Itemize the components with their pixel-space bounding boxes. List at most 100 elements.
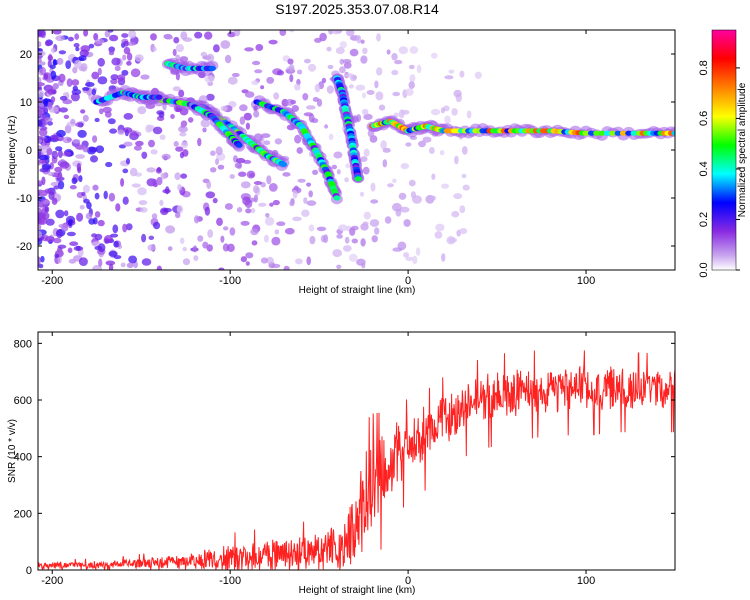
spectrogram-noise-blob [316, 98, 323, 107]
spectrogram-noise-blob [120, 262, 126, 268]
spectrogram-noise-blob [72, 66, 78, 74]
spectrogram-noise-blob [80, 45, 91, 53]
spectrogram-noise-blob [204, 31, 213, 40]
spectrogram-noise-blob [175, 54, 181, 60]
spectrogram-noise-blob [188, 117, 194, 123]
spectrogram-noise-blob [69, 241, 79, 246]
spectrogram-noise-blob [81, 191, 86, 196]
spectrogram-noise-blob [412, 195, 422, 204]
spectrogram-noise-blob [137, 187, 147, 196]
spectrogram-noise-blob [276, 70, 284, 76]
spectrogram-noise-blob [48, 190, 55, 200]
spectrogram-ridge-core [582, 130, 590, 136]
spectrogram-noise-blob [43, 98, 49, 107]
spectrogram-ridge-core [593, 130, 601, 136]
spectrogram-noise-blob [128, 255, 138, 264]
spectrogram-noise-blob [162, 207, 172, 213]
spectrogram-noise-blob [165, 225, 176, 234]
spectrogram-noise-blob [94, 38, 105, 45]
spectrogram-noise-blob [441, 183, 450, 189]
spectrogram-noise-blob [448, 69, 455, 74]
spectrogram-noise-blob [430, 52, 438, 59]
colorbar-ticks: 0.0 0.2 0.4 0.6 0.8 [698, 60, 740, 278]
spectrogram-noise-blob [435, 223, 445, 232]
spectrogram-noise-blob [41, 176, 46, 186]
spectrogram-noise-blob [71, 177, 78, 185]
spectrogram-noise-blob [392, 178, 397, 183]
spectrogram-noise-blob [290, 99, 297, 105]
spectrogram-noise-blob [260, 85, 265, 90]
spectrogram-noise-blob [314, 83, 321, 93]
spectrogram-noise-blob [251, 80, 259, 86]
spectrogram-noise-blob [412, 255, 418, 265]
spectrogram-noise-blob [64, 151, 71, 156]
spectrogram-noise-blob [399, 206, 410, 213]
spectrogram-noise-blob [55, 209, 65, 219]
spectrogram-noise-blob [40, 255, 45, 263]
spectrogram-noise-blob [82, 114, 89, 122]
spectrogram-noise-blob [382, 159, 388, 168]
spectrogram-noise-blob [97, 219, 105, 227]
spectrogram-noise-blob [91, 88, 97, 96]
spectrogram-noise-blob [240, 220, 250, 226]
spectrogram-noise-blob [274, 229, 280, 235]
spectrogram-noise-blob [123, 46, 131, 55]
spectrogram-noise-blob [73, 246, 84, 251]
spectrogram-noise-blob [49, 64, 56, 70]
spectrogram-noise-blob [38, 263, 44, 269]
spectrogram-noise-blob [50, 181, 61, 187]
spectrogram-noise-blob [260, 257, 268, 264]
spectrogram-noise-blob [179, 237, 185, 244]
spectrogram-noise-blob [39, 128, 48, 137]
spectrogram-noise-blob [253, 181, 263, 185]
spectrogram-noise-blob [85, 212, 93, 220]
spectrogram-noise-blob [451, 108, 458, 116]
y-tick-label: 0 [26, 565, 32, 577]
spectrogram-noise-blob [172, 48, 177, 57]
spectrogram-noise-blob [215, 158, 219, 165]
colorbar-tick-label: 0.8 [698, 60, 710, 75]
spectrogram-noise-blob [108, 46, 115, 53]
spectrogram-noise-blob [140, 207, 148, 213]
spectrogram-noise-blob [312, 169, 319, 175]
snr-series-line [38, 350, 675, 570]
spectrogram-noise-blob [179, 151, 185, 159]
spectrogram-noise-blob [236, 157, 246, 164]
spectrogram-noise-blob [125, 223, 133, 231]
spectrogram-noise-blob [294, 83, 301, 91]
spectrogram-noise-blob [88, 146, 98, 153]
spectrogram-noise-blob [156, 177, 163, 186]
spectrogram-noise-blob [405, 256, 414, 261]
spectrogram-ridge-core [155, 94, 163, 100]
spectrogram-noise-blob [253, 185, 260, 194]
spectrogram-noise-blob [255, 44, 264, 51]
chart-title: S197.2025.353.07.08.R14 [275, 1, 439, 17]
spectrogram-noise-blob [47, 55, 53, 62]
snr-frame [37, 331, 676, 571]
spectrogram-noise-blob [440, 107, 445, 114]
spectrogram-noise-blob [77, 129, 87, 138]
spectrogram-noise-blob [466, 110, 472, 119]
spectrogram-noise-blob [459, 205, 466, 214]
spectrogram-noise-blob [128, 30, 137, 39]
spectrogram-noise-blob [156, 166, 162, 173]
spectrogram-noise-blob [308, 63, 317, 72]
spectrogram-noise-blob [38, 189, 43, 194]
spectrogram-noise-blob [224, 54, 232, 64]
spectrogram-noise-blob [308, 224, 315, 232]
spectrogram-noise-blob [264, 216, 275, 226]
spectrogram-ridge-core [235, 142, 243, 148]
spectrogram-noise-blob [382, 147, 391, 153]
spectrogram-noise-blob [287, 58, 294, 65]
spectrogram-noise-blob [200, 119, 211, 128]
spectrogram-noise-blob [363, 211, 371, 220]
spectrogram-noise-blob [68, 258, 77, 264]
spectrogram-noise-blob [380, 140, 387, 150]
spectrogram-noise-blob [332, 249, 343, 258]
spectrogram-noise-blob [103, 235, 113, 244]
spectrogram-noise-blob [88, 43, 95, 49]
spectrogram-x-label: Height of straight line (km) [299, 285, 416, 296]
spectrogram-noise-blob [254, 69, 263, 74]
spectrogram-noise-blob [328, 133, 334, 141]
spectrogram-noise-blob [53, 185, 60, 190]
